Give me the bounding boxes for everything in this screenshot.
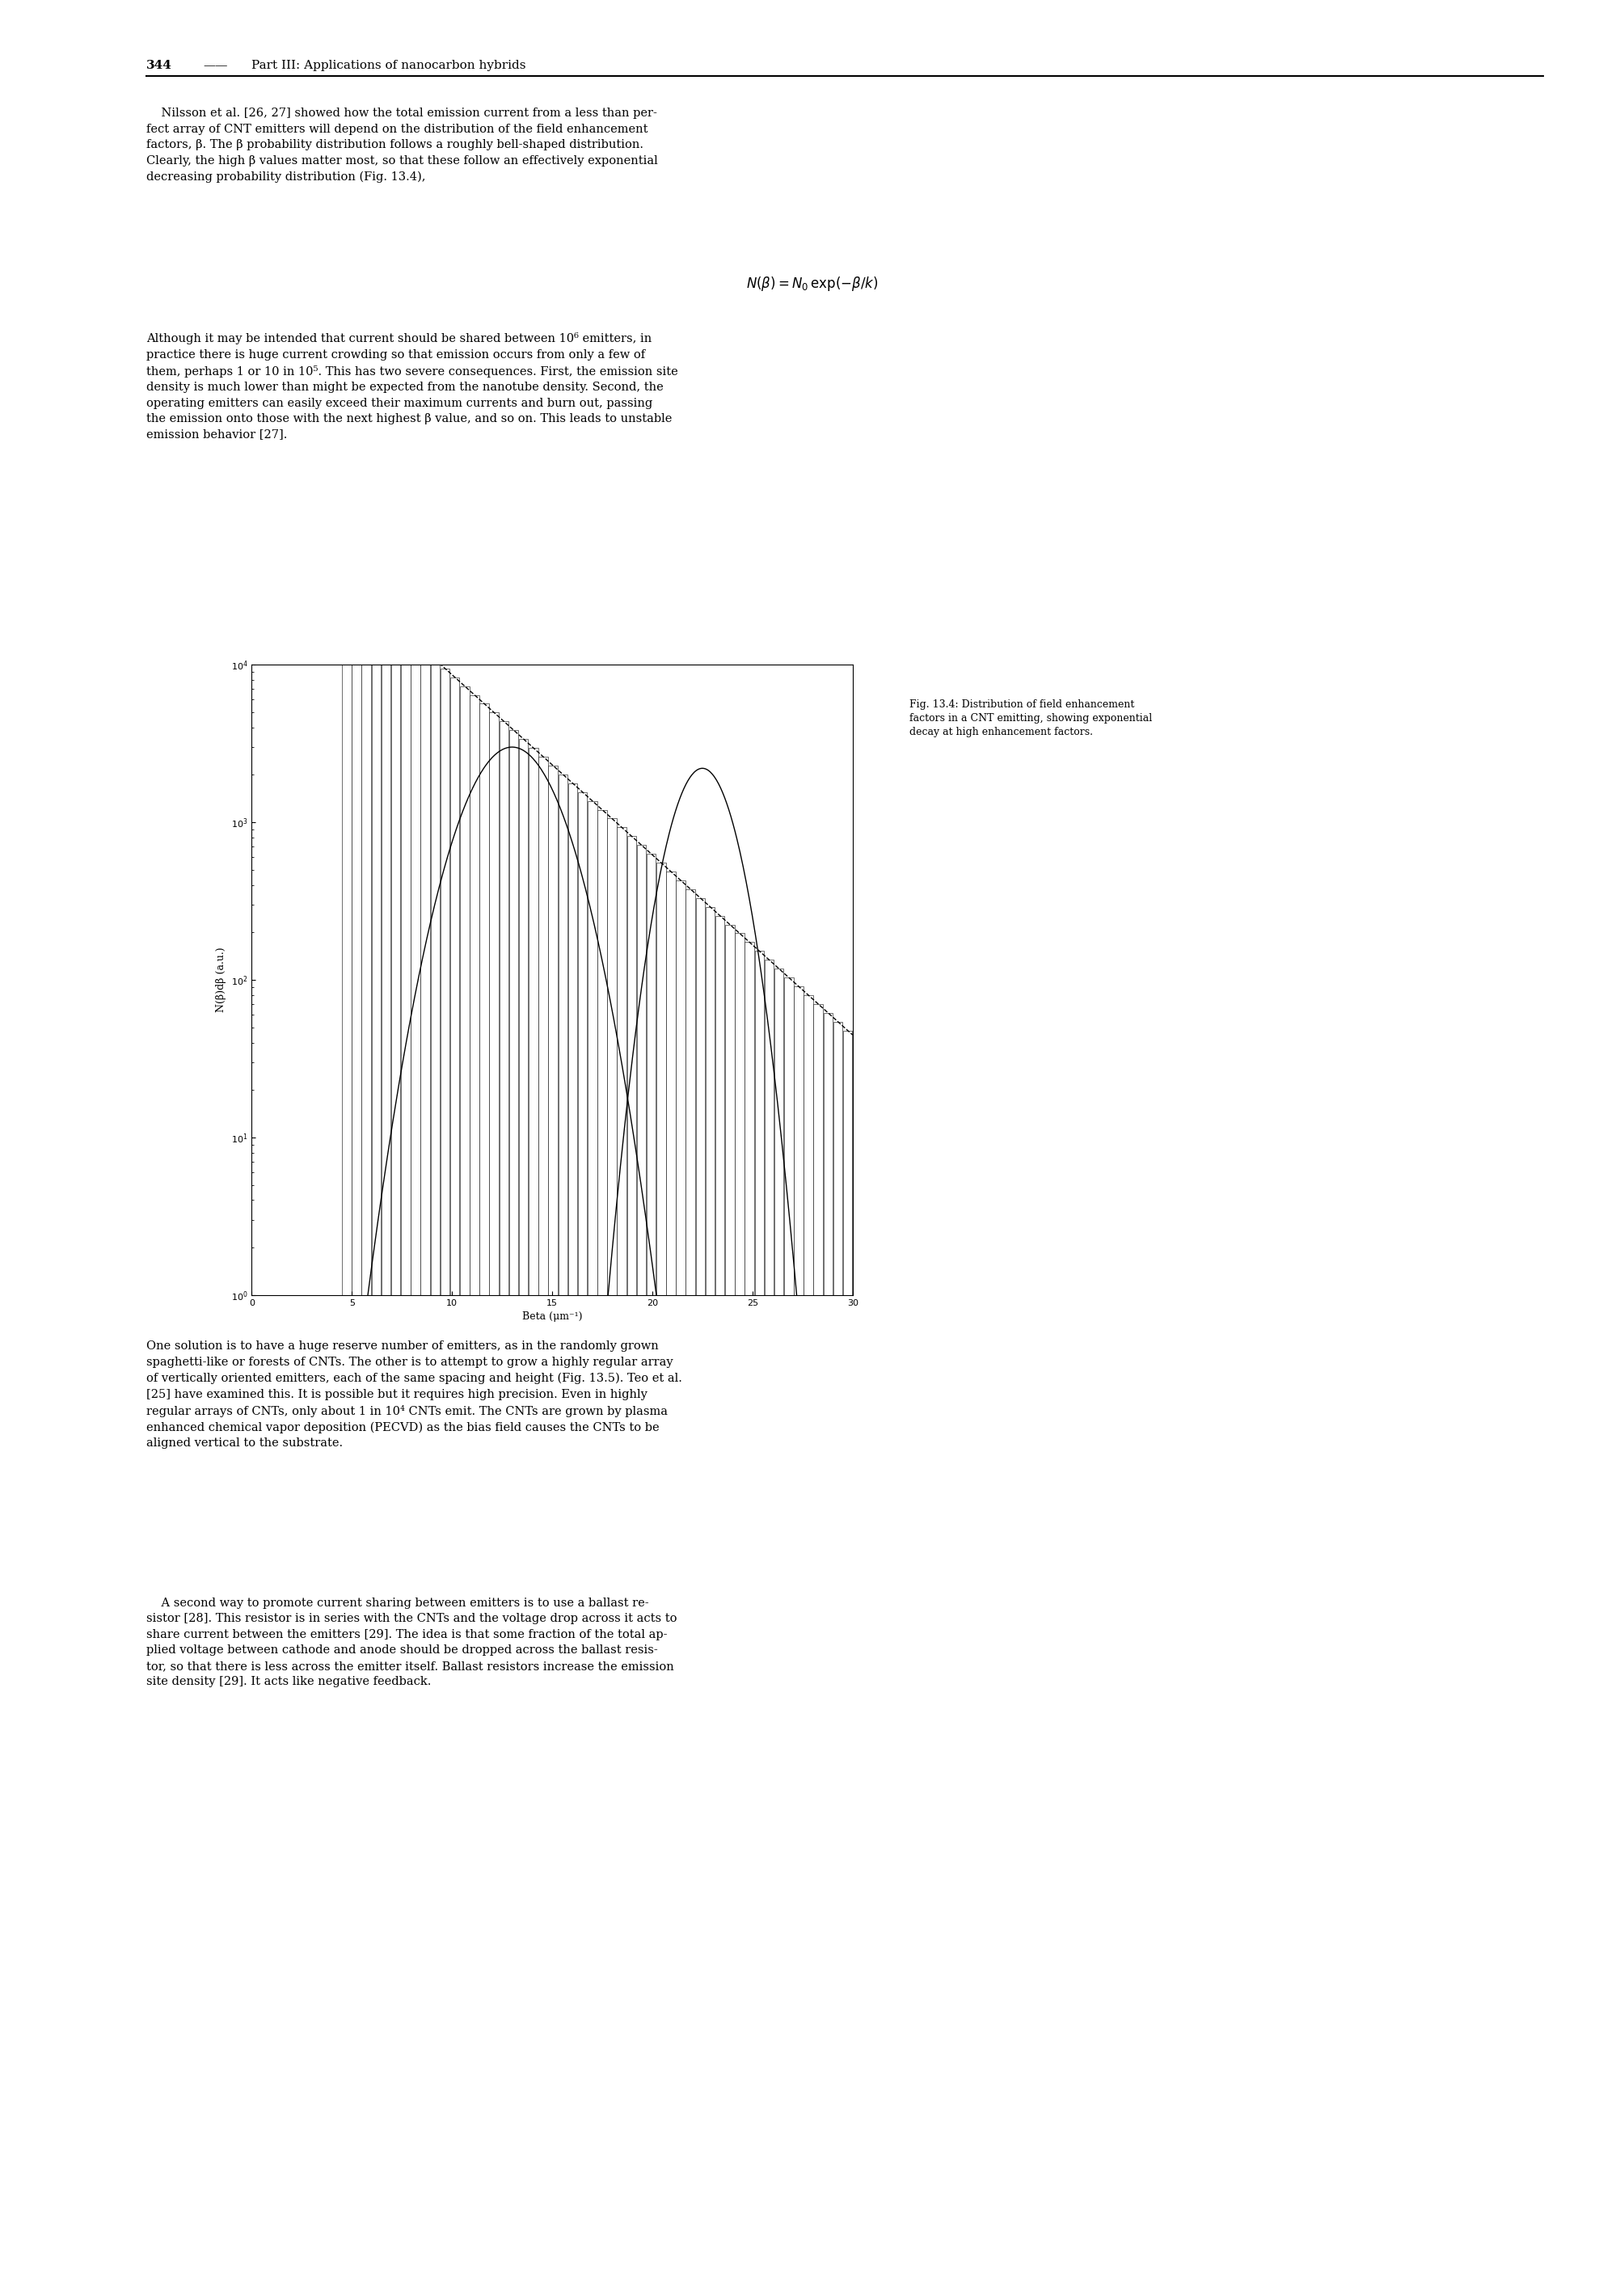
Bar (775, 970, 784, 2292)
Bar (804, 995, 814, 2292)
Bar (736, 933, 744, 2292)
Bar (460, 685, 469, 2292)
Bar (568, 784, 578, 2292)
Text: One solution is to have a huge reserve number of emitters, as in the randomly gr: One solution is to have a huge reserve n… (146, 1341, 682, 1449)
Bar (765, 960, 773, 2292)
Bar (726, 924, 734, 2292)
Bar (656, 862, 666, 2292)
Bar (695, 898, 705, 2292)
Bar (352, 589, 361, 2292)
Bar (843, 1031, 853, 2292)
Bar (784, 976, 794, 2292)
Bar (833, 1022, 843, 2292)
Y-axis label: N(β)dβ (a.u.): N(β)dβ (a.u.) (216, 947, 226, 1013)
Bar (450, 676, 460, 2292)
Bar (362, 598, 370, 2292)
Bar (715, 917, 724, 2292)
Bar (705, 908, 715, 2292)
Bar (745, 942, 754, 2292)
Bar (479, 704, 489, 2292)
Bar (411, 642, 421, 2292)
Bar (617, 827, 627, 2292)
Bar (588, 800, 598, 2292)
Bar (343, 580, 351, 2292)
Text: ——: —— (203, 60, 227, 71)
Text: A second way to promote current sharing between emitters is to use a ballast re-: A second way to promote current sharing … (146, 1598, 677, 1687)
Bar (598, 809, 607, 2292)
Bar (401, 633, 411, 2292)
Text: Part III: Applications of nanocarbon hybrids: Part III: Applications of nanocarbon hyb… (252, 60, 526, 71)
Bar (469, 694, 479, 2292)
Bar (646, 855, 656, 2292)
Bar (755, 951, 763, 2292)
Bar (578, 793, 588, 2292)
Bar (637, 846, 646, 2292)
Bar (499, 722, 508, 2292)
Text: $N(\beta) = N_0\, \exp(-\beta/k)$: $N(\beta) = N_0\, \exp(-\beta/k)$ (745, 275, 879, 293)
Bar (430, 660, 440, 2292)
Text: 344: 344 (146, 60, 172, 71)
Text: Fig. 13.4: Distribution of field enhancement
factors in a CNT emitting, showing : Fig. 13.4: Distribution of field enhance… (909, 699, 1151, 738)
Text: Although it may be intended that current should be shared between 10⁶ emitters, : Although it may be intended that current… (146, 332, 677, 440)
Bar (382, 617, 391, 2292)
Bar (794, 986, 804, 2292)
Bar (421, 651, 430, 2292)
Text: Nilsson et al. [26, 27] showed how the total emission current from a less than p: Nilsson et al. [26, 27] showed how the t… (146, 108, 658, 183)
Bar (814, 1004, 823, 2292)
Bar (685, 889, 695, 2292)
Bar (607, 818, 617, 2292)
Bar (559, 775, 567, 2292)
Bar (666, 871, 676, 2292)
Bar (529, 747, 538, 2292)
Bar (627, 837, 637, 2292)
Bar (823, 1013, 833, 2292)
Bar (676, 880, 685, 2292)
Bar (520, 738, 528, 2292)
Bar (549, 766, 557, 2292)
Bar (508, 731, 518, 2292)
Bar (489, 713, 499, 2292)
X-axis label: Beta (μm⁻¹): Beta (μm⁻¹) (521, 1311, 583, 1322)
Bar (372, 607, 382, 2292)
Bar (391, 623, 401, 2292)
Bar (440, 669, 450, 2292)
Bar (539, 756, 547, 2292)
